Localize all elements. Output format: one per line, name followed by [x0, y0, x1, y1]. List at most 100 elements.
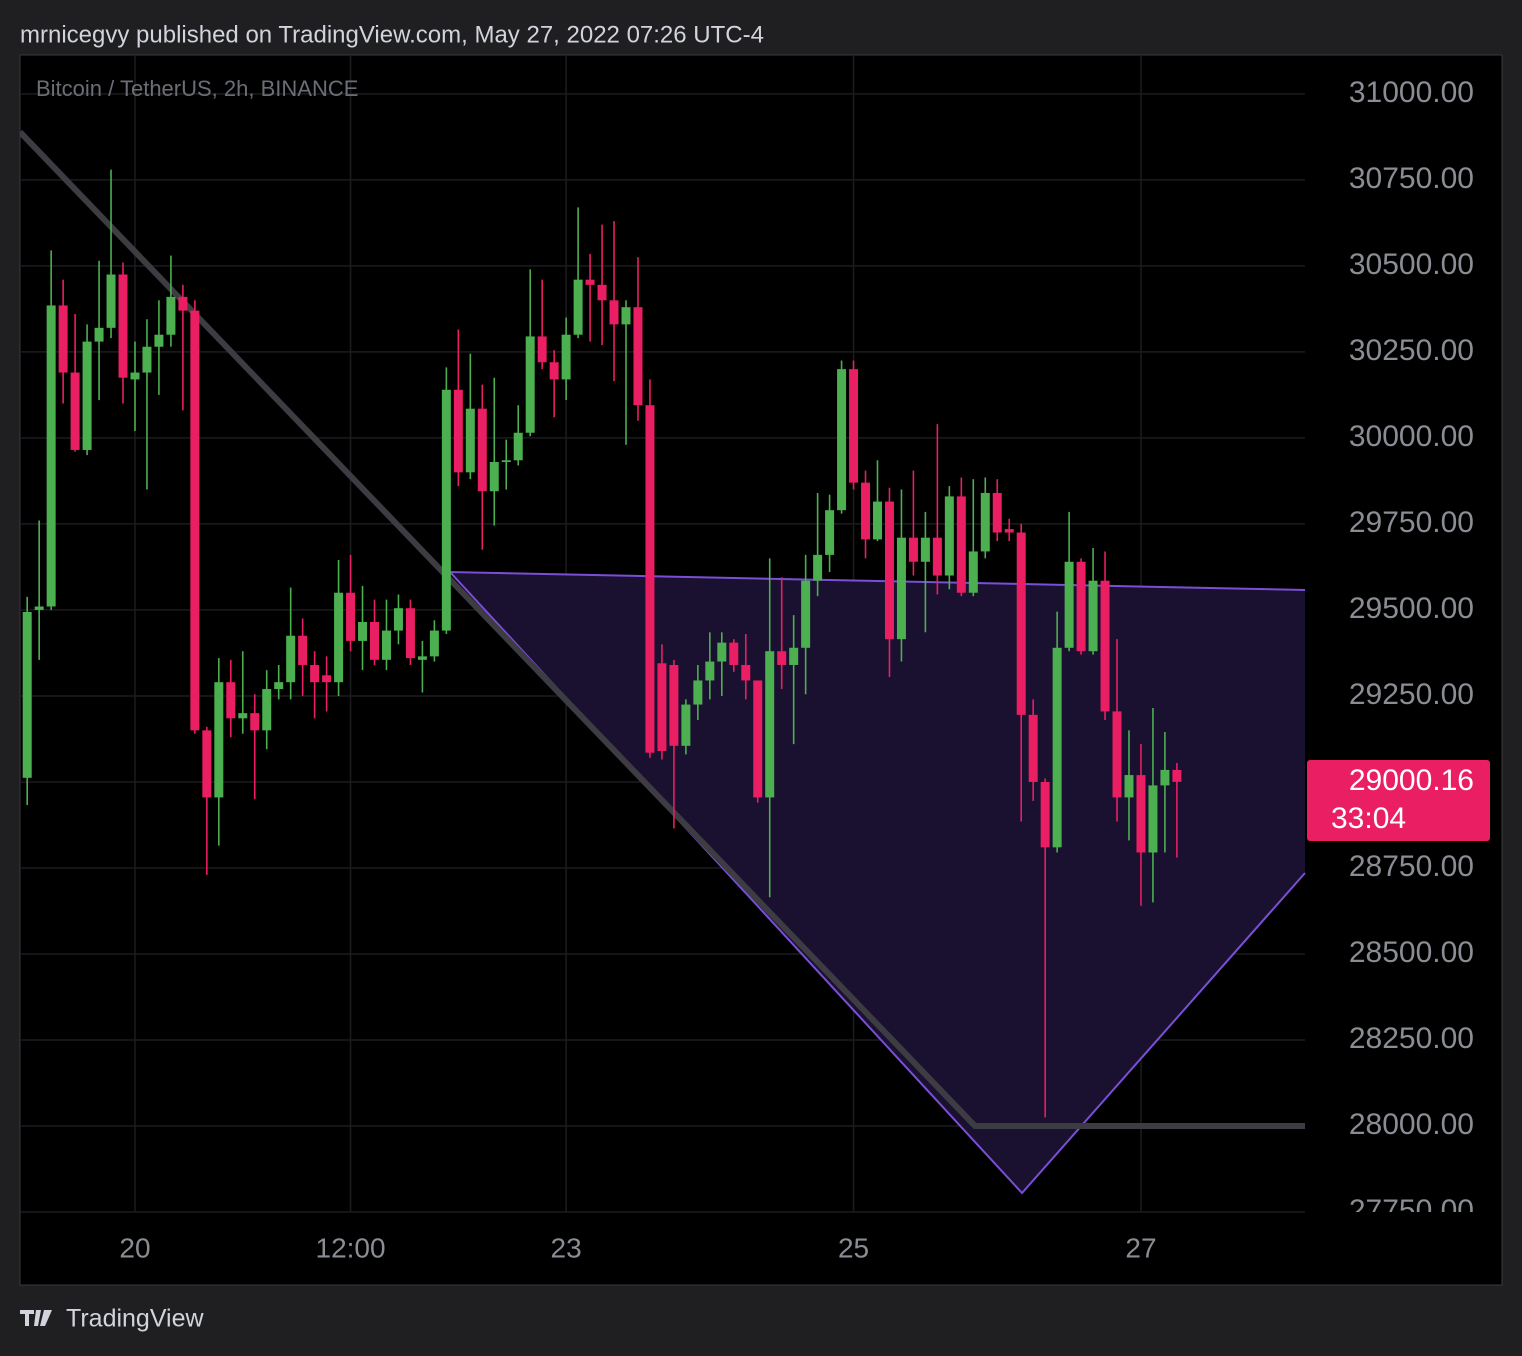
y-tick-label: 30500.00	[1349, 248, 1474, 281]
candle-body	[693, 680, 703, 705]
candle-body	[358, 621, 368, 641]
candle-body	[178, 296, 188, 311]
candle-body	[765, 651, 775, 798]
candle-body	[980, 492, 990, 552]
last-price-box	[1307, 760, 1490, 841]
logo-icon	[20, 1310, 52, 1326]
y-tick-label: 29250.00	[1349, 678, 1474, 711]
x-tick-label: 20	[119, 1232, 150, 1263]
candle-body	[274, 682, 284, 690]
symbol-title: Bitcoin / TetherUS, 2h, BINANCE	[36, 76, 358, 101]
countdown: 33:04	[1331, 802, 1406, 835]
candle-body	[46, 305, 56, 607]
candle-body	[1064, 561, 1074, 648]
x-tick-label: 12:00	[316, 1232, 386, 1263]
candle-body	[729, 642, 739, 665]
candle-body	[777, 651, 787, 665]
y-tick-label: 28750.00	[1349, 850, 1474, 883]
candle-body	[825, 510, 835, 555]
candle-body	[920, 537, 930, 562]
candle-body	[202, 730, 212, 798]
candle-body	[1100, 580, 1110, 712]
candle-body	[453, 389, 463, 473]
candle-body	[1016, 532, 1026, 715]
candle-body	[537, 336, 547, 363]
y-tick-label: 30750.00	[1349, 162, 1474, 195]
candle-body	[429, 630, 439, 657]
time-axis: 20 12:00 23 25 27	[119, 1232, 1156, 1263]
candle-body	[1172, 769, 1182, 782]
candle-body	[525, 336, 535, 433]
candle-body	[262, 689, 272, 731]
candle-body	[190, 310, 200, 731]
candle-body	[322, 675, 332, 683]
candle-body	[837, 369, 847, 511]
candle-body	[992, 492, 1002, 533]
candle-body	[393, 608, 403, 631]
last-price: 29000.16	[1349, 764, 1474, 797]
candle-body	[621, 307, 631, 325]
logo-text: TradingView	[66, 1305, 205, 1333]
y-tick-label: 30250.00	[1349, 334, 1474, 367]
logo: TradingView	[20, 1305, 205, 1333]
candle-body	[1028, 714, 1038, 782]
candle-body	[489, 461, 499, 492]
candle-body	[118, 274, 128, 378]
candle-body	[94, 327, 104, 342]
candle-body	[1136, 775, 1146, 853]
candle-body	[896, 537, 906, 640]
x-tick-label: 23	[551, 1232, 582, 1263]
candle-body	[585, 279, 595, 285]
candle-body	[561, 334, 571, 380]
candle-body	[1160, 769, 1170, 786]
candle-body	[58, 305, 68, 373]
y-tick-label: 30000.00	[1349, 420, 1474, 453]
x-tick-label: 25	[838, 1232, 869, 1263]
candle-body	[705, 661, 715, 681]
trend-line	[20, 129, 1305, 1129]
candle-body	[1052, 647, 1062, 848]
candle-body	[226, 682, 236, 719]
candle-body	[441, 389, 451, 631]
candle-body	[513, 432, 523, 461]
candle-body	[872, 501, 882, 540]
candle-body	[1088, 580, 1098, 652]
candle-body	[465, 408, 475, 473]
y-tick-label: 28250.00	[1349, 1022, 1474, 1055]
candle-body	[82, 341, 92, 450]
candle-body	[789, 647, 799, 665]
candle-body	[286, 635, 296, 683]
candle-body	[813, 554, 823, 581]
candle-body	[681, 704, 691, 746]
candle-body	[1076, 561, 1086, 652]
candle-body	[908, 537, 918, 562]
y-tick-label: 29750.00	[1349, 506, 1474, 539]
y-tick-label: 27750.00	[1349, 1194, 1474, 1227]
candle-body	[417, 656, 427, 660]
candle-body	[214, 682, 224, 798]
candle-body	[22, 611, 32, 778]
x-tick-label: 27	[1125, 1232, 1156, 1263]
candle-body	[573, 279, 583, 335]
candle-body	[106, 274, 116, 328]
y-tick-label: 28000.00	[1349, 1108, 1474, 1141]
candle-body	[238, 713, 248, 719]
candle-body	[501, 460, 511, 462]
candle-body	[645, 405, 655, 753]
candle-body	[669, 664, 679, 746]
y-tick-label: 29500.00	[1349, 592, 1474, 625]
candle-body	[310, 664, 320, 683]
candle-body	[1004, 529, 1014, 533]
candle-body	[405, 608, 415, 659]
candle-body	[298, 635, 308, 665]
candle-body	[154, 334, 164, 347]
candle-body	[34, 606, 44, 610]
candles	[22, 169, 1182, 1118]
candle-body	[381, 630, 391, 660]
candle-body	[956, 496, 966, 593]
candle-body	[944, 496, 954, 576]
candle-body	[1124, 775, 1134, 798]
candle-body	[346, 592, 356, 641]
candle-body	[932, 537, 942, 576]
